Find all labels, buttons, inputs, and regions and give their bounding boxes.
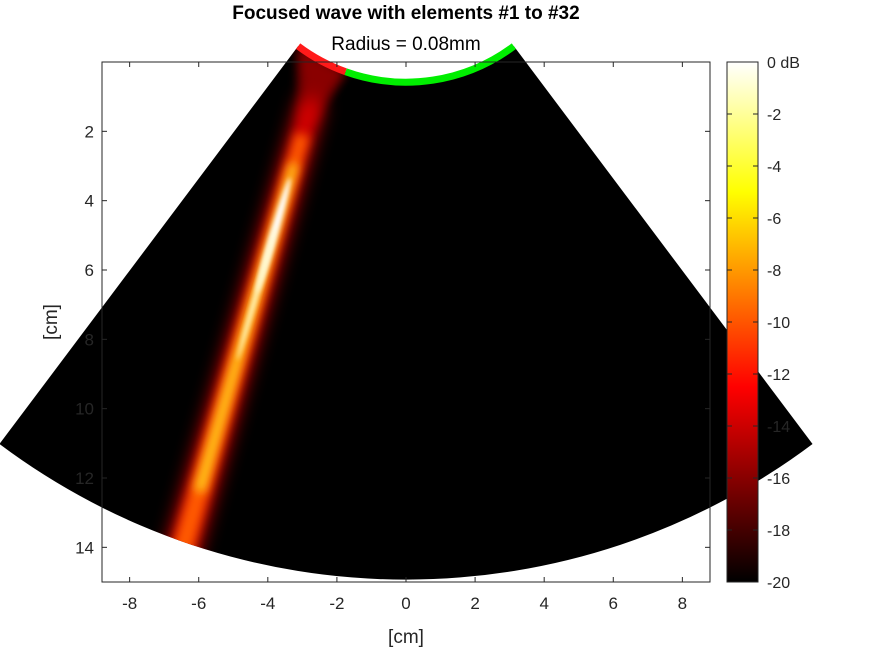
colorbar-gradient xyxy=(727,62,758,582)
x-tick-label: -2 xyxy=(329,594,344,613)
chart-subtitle: Radius = 0.08mm xyxy=(331,34,481,55)
x-axis-label: [cm] xyxy=(388,627,424,648)
colorbar-tick-label: -16 xyxy=(767,471,790,488)
beam-core xyxy=(237,225,277,361)
colorbar-tick-label: -8 xyxy=(767,263,781,280)
colorbar-tick-label: -6 xyxy=(767,211,781,228)
x-tick-label: -4 xyxy=(260,594,275,613)
colorbar-tick-label: -18 xyxy=(767,523,790,540)
transducer-active-elements xyxy=(296,43,347,75)
beam-layer xyxy=(155,46,346,580)
x-tick-label: 4 xyxy=(539,594,548,613)
x-tick-label: -6 xyxy=(191,594,206,613)
chart-title: Focused wave with elements #1 to #32 xyxy=(232,3,580,24)
y-tick-label: 8 xyxy=(85,330,94,349)
x-tick-label: 0 xyxy=(401,594,410,613)
colorbar-tick-label: -10 xyxy=(767,315,790,332)
x-axis: -8 -6 -4 -2 0 2 4 6 8 xyxy=(122,62,687,613)
x-tick-label: -8 xyxy=(122,594,137,613)
y-tick-label: 2 xyxy=(85,122,94,141)
x-tick-label: 8 xyxy=(678,594,687,613)
colorbar-ticks: 0 dB -2 -4 -6 -8 -10 -12 -14 -16 -18 -20 xyxy=(727,55,800,592)
x-tick-label: 2 xyxy=(470,594,479,613)
y-tick-label: 6 xyxy=(85,261,94,280)
colorbar-tick-label: 0 dB xyxy=(767,55,800,72)
colorbar-tick-label: -14 xyxy=(767,419,790,436)
colorbar-tick-label: -20 xyxy=(767,575,790,592)
y-axis: 2 4 6 8 10 12 14 xyxy=(75,122,710,557)
x-tick-label: 6 xyxy=(609,594,618,613)
y-axis-label: [cm] xyxy=(41,304,62,340)
colorbar-tick-label: -12 xyxy=(767,367,790,384)
colorbar: 0 dB -2 -4 -6 -8 -10 -12 -14 -16 -18 -20 xyxy=(726,55,800,592)
colorbar-tick-label: -4 xyxy=(767,159,781,176)
y-tick-label: 12 xyxy=(75,469,94,488)
y-tick-label: 4 xyxy=(85,192,94,211)
colorbar-tick-label: -2 xyxy=(767,107,781,124)
y-tick-label: 10 xyxy=(75,400,94,419)
transducer-inactive-elements xyxy=(344,43,516,86)
y-tick-label: 14 xyxy=(75,538,94,557)
